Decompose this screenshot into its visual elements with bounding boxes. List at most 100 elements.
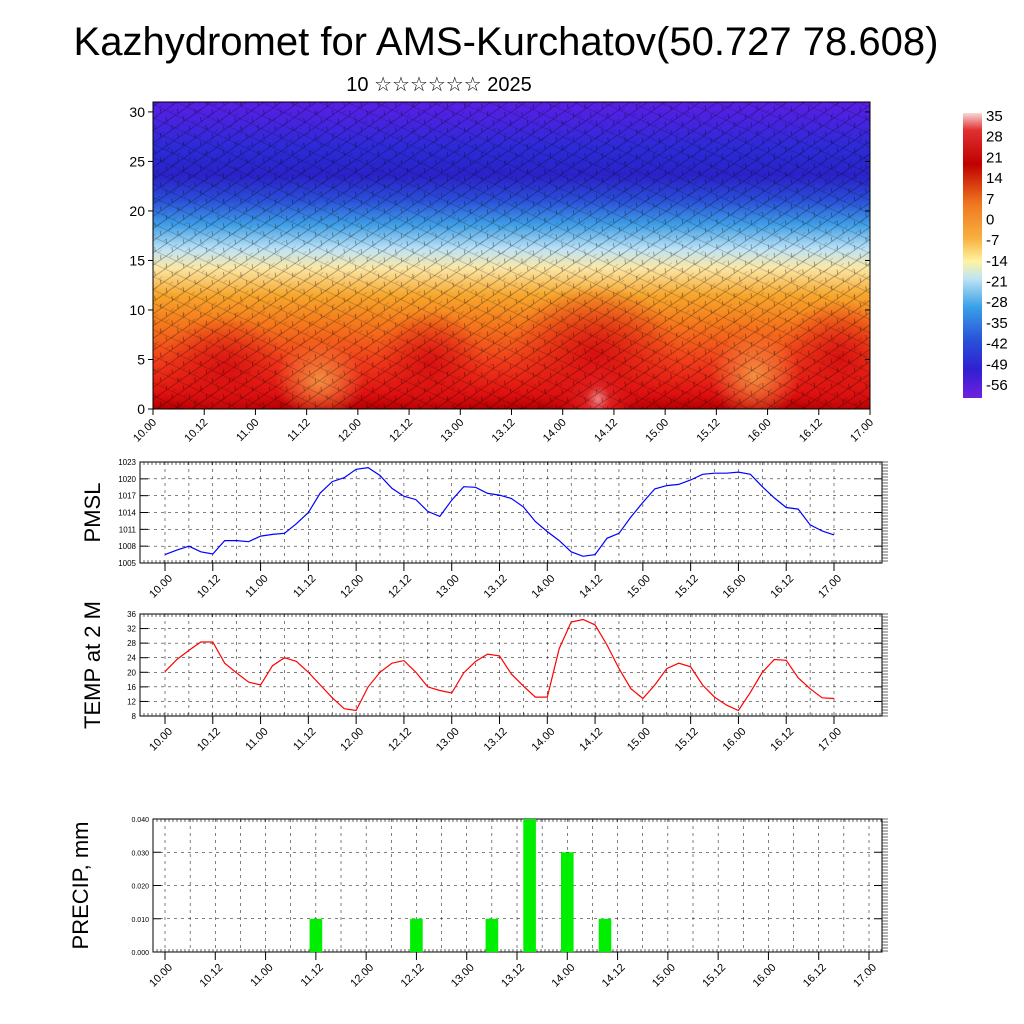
panel-frame (139, 613, 883, 717)
y-tick-label: 1014 (118, 509, 136, 518)
x-tick-label: 14.00 (529, 726, 557, 754)
y-tick-label: 1011 (119, 525, 137, 534)
colorbar-label: -14 (986, 253, 1008, 270)
colorbar-label: -49 (986, 356, 1008, 373)
x-tick-label: 17.00 (816, 726, 844, 754)
y-tick-label: 0.010 (131, 917, 149, 924)
x-tick-label: 12.12 (387, 417, 415, 445)
x-tick-label: 13.12 (482, 573, 510, 601)
y-tick-label: 1017 (118, 492, 136, 501)
x-tick-label: 11.12 (285, 417, 312, 444)
x-tick-label: 11.12 (291, 726, 318, 753)
y-tick-label: 15 (129, 252, 145, 268)
y-tick-label: 1023 (118, 458, 136, 467)
y-tick-label: 0 (137, 401, 145, 417)
y-axis-label: TEMP at 2 M (80, 601, 105, 729)
colorbar-label: -7 (986, 232, 999, 249)
precip-bar (598, 918, 612, 953)
x-tick-label: 10.12 (195, 726, 223, 754)
y-tick-label: 36 (127, 610, 136, 619)
x-tick-label: 14.00 (541, 417, 569, 445)
x-tick-label: 10.00 (147, 726, 175, 754)
x-tick-label: 16.00 (746, 417, 774, 445)
colorbar-label: -42 (986, 336, 1008, 353)
y-tick-label: 10 (129, 302, 145, 318)
x-tick-label: 13.12 (490, 417, 518, 445)
pmsl-panel: 10.00 10.12 11.00 11.12 12.00 12.12 13.00 13.12… (80, 458, 888, 601)
colorbar-label: 14 (986, 170, 1003, 187)
colorbar-label: 7 (986, 191, 994, 208)
x-tick-label: 14.12 (600, 962, 628, 990)
y-axis-label: PRECIP, mm (68, 822, 93, 950)
cross-section-panel: 0 5 10 15 20 25 30 10.00 10.12 11.00 11.12 12.00 12… (129, 101, 876, 445)
y-tick-label: 1005 (118, 559, 136, 568)
precip-bar (561, 852, 574, 953)
precip-bar (485, 918, 499, 953)
x-tick-label: 12.12 (386, 726, 414, 754)
y-tick-label: 16 (127, 683, 136, 692)
x-tick-label: 16.00 (721, 573, 749, 601)
x-tick-label: 12.12 (399, 962, 427, 990)
x-tick-label: 13.00 (434, 573, 462, 601)
x-tick-label: 16.12 (768, 726, 796, 754)
x-tick-label: 12.00 (348, 962, 376, 990)
precip-bar (523, 819, 536, 952)
y-tick-label: 25 (129, 153, 145, 169)
x-tick-label: 15.00 (625, 573, 653, 601)
temp-panel: 10.00 10.12 11.00 11.12 12.00 12.12 13.00 13.12… (80, 601, 888, 754)
y-tick-label: 8 (132, 712, 137, 721)
colorbar-label: -56 (986, 377, 1008, 394)
x-tick-label: 11.00 (248, 962, 275, 989)
x-tick-label: 13.00 (434, 726, 462, 754)
precip-bar (410, 918, 423, 953)
x-tick-label: 15.12 (673, 573, 701, 601)
x-tick-label: 10.12 (197, 962, 225, 990)
x-tick-label: 10.00 (147, 962, 175, 990)
series-line (164, 466, 835, 557)
y-tick-label: 12 (127, 697, 136, 706)
x-tick-label: 13.00 (449, 962, 477, 990)
x-tick-label: 16.00 (721, 726, 749, 754)
series-line (164, 618, 835, 712)
x-tick-label: 15.00 (625, 726, 653, 754)
y-tick-label: 0.030 (131, 850, 149, 857)
x-tick-label: 16.12 (801, 962, 829, 990)
y-tick-label: 24 (127, 654, 136, 663)
y-tick-label: 20 (127, 668, 136, 677)
y-tick-label: 1008 (118, 542, 136, 551)
colorbar-label: -35 (986, 315, 1008, 332)
x-tick-label: 14.00 (529, 573, 557, 601)
x-tick-label: 15.00 (643, 417, 671, 445)
colorbar-label: -28 (986, 294, 1008, 311)
y-axis-label: PMSL (80, 483, 105, 543)
x-tick-label: 10.00 (131, 417, 159, 445)
y-tick-label: 32 (127, 625, 136, 634)
x-tick-label: 16.00 (751, 962, 779, 990)
x-tick-label: 10.00 (147, 573, 175, 601)
y-tick-label: 20 (129, 203, 145, 219)
x-tick-label: 14.12 (592, 417, 620, 445)
y-tick-label: 28 (127, 639, 136, 648)
x-tick-label: 11.00 (243, 726, 270, 753)
chart-title: Kazhydromet for AMS-Kurchatov(50.727 78.… (74, 20, 939, 64)
x-tick-label: 11.12 (291, 573, 318, 600)
y-tick-label: 30 (129, 104, 145, 120)
y-tick-label: 0.020 (131, 884, 149, 891)
x-tick-label: 15.00 (650, 962, 678, 990)
wind-barbs-layer (153, 102, 870, 409)
x-tick-label: 14.00 (549, 962, 577, 990)
x-tick-label: 17.00 (816, 573, 844, 601)
x-tick-label: 16.12 (797, 417, 825, 445)
x-tick-label: 13.12 (499, 962, 527, 990)
colorbar-label: -21 (986, 274, 1008, 291)
x-tick-label: 13.00 (438, 417, 466, 445)
x-tick-label: 10.12 (195, 573, 223, 601)
x-tick-label: 14.12 (577, 573, 605, 601)
colorbar-scale (963, 113, 982, 398)
x-tick-label: 11.12 (299, 962, 326, 989)
chart-subtitle: 10 ☆☆☆☆☆☆ 2025 (346, 74, 531, 96)
colorbar: 35 28 21 14 7 0 -7 -14 -21 -28 -35 -42 -49 -56 (963, 108, 1008, 398)
x-tick-label: 16.12 (768, 573, 796, 601)
x-tick-label: 12.00 (338, 573, 366, 601)
